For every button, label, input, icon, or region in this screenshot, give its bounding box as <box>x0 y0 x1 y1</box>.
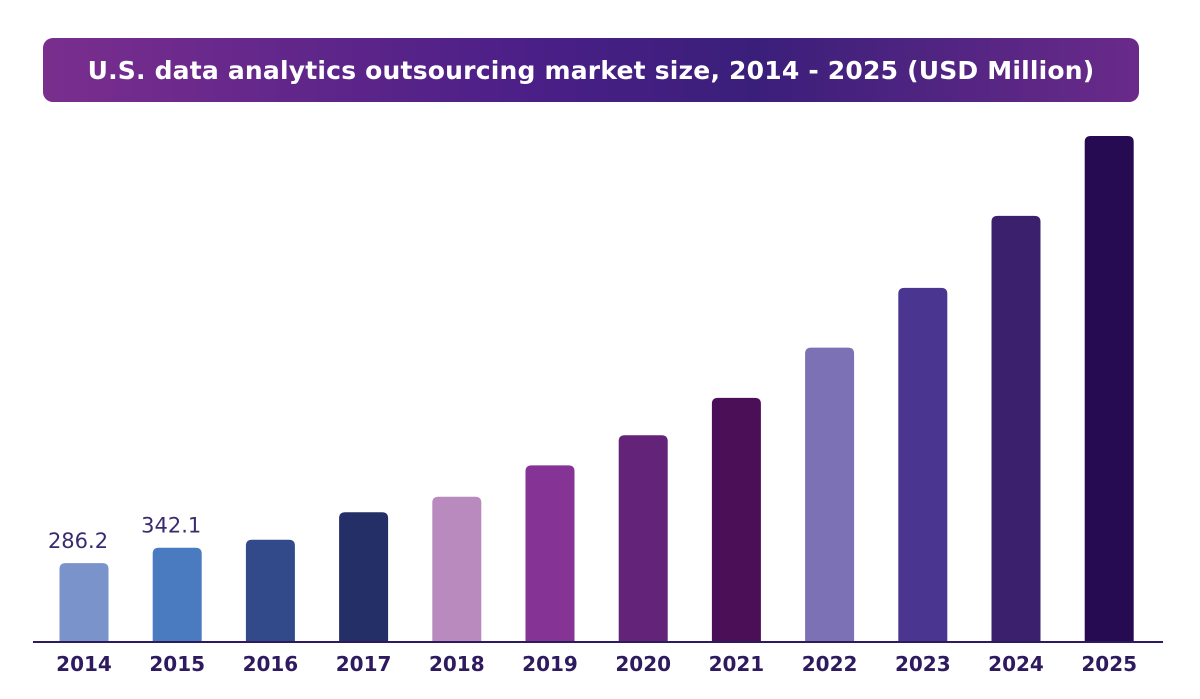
title-banner: U.S. data analytics outsourcing market s… <box>43 38 1139 102</box>
x-tick-label-2017: 2017 <box>336 652 392 676</box>
x-tick-labels-group: 2014 2015 2016 2017 2018 2019 2020 2021 2022 2023… <box>56 652 1137 676</box>
bar-2014 <box>59 563 109 642</box>
bar-2019 <box>525 465 575 642</box>
bar-2017 <box>339 512 389 642</box>
x-tick-label-2022: 2022 <box>802 652 858 676</box>
x-tick-label-2023: 2023 <box>895 652 951 676</box>
x-tick-label-2015: 2015 <box>149 652 205 676</box>
value-labels-group: 286.2 342.1 <box>48 514 201 553</box>
bar-2025 <box>1084 136 1134 642</box>
x-tick-label-2016: 2016 <box>243 652 299 676</box>
x-tick-label-2014: 2014 <box>56 652 112 676</box>
bar-2016 <box>245 539 295 642</box>
bar-2020 <box>618 435 668 642</box>
value-label-2015: 342.1 <box>141 514 201 538</box>
x-tick-label-2018: 2018 <box>429 652 485 676</box>
x-tick-label-2025: 2025 <box>1081 652 1137 676</box>
bar-2015 <box>152 547 202 642</box>
x-tick-label-2024: 2024 <box>988 652 1044 676</box>
x-tick-label-2019: 2019 <box>522 652 578 676</box>
x-tick-label-2021: 2021 <box>709 652 765 676</box>
x-tick-label-2020: 2020 <box>615 652 671 676</box>
bar-2022 <box>805 347 855 642</box>
bar-2018 <box>432 496 482 642</box>
value-label-2014: 286.2 <box>48 529 108 553</box>
bar-2023 <box>898 287 948 642</box>
bar-2024 <box>991 215 1041 642</box>
bar-2021 <box>711 397 761 642</box>
bars-group <box>59 136 1134 642</box>
chart-title: U.S. data analytics outsourcing market s… <box>87 55 1095 85</box>
